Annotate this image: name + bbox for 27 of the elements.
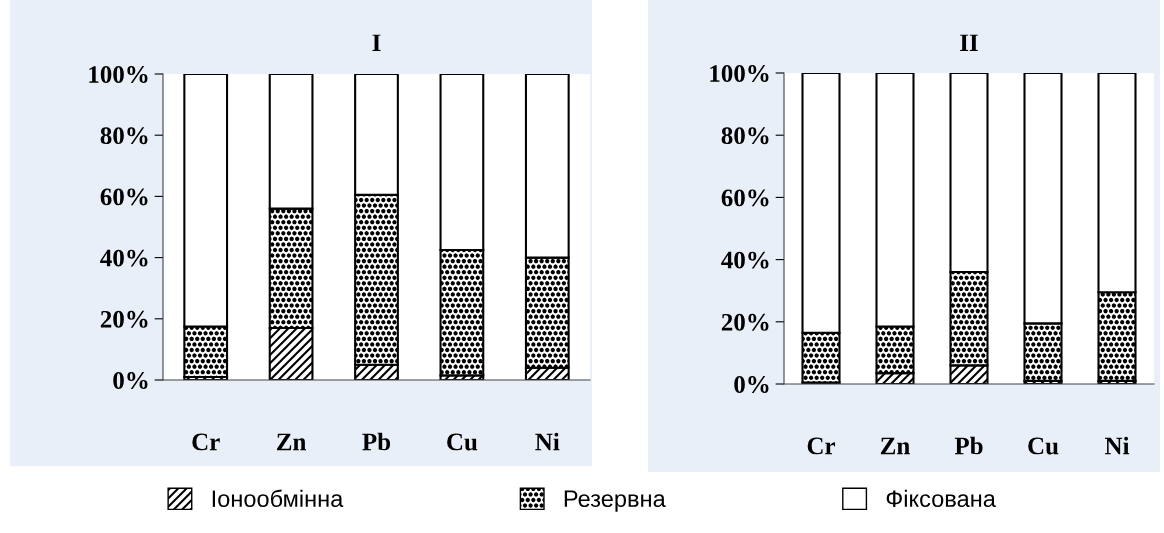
x-tick-label: Zn <box>277 433 307 451</box>
x-tick-label: Pb <box>954 436 983 455</box>
y-tick-label: 80% <box>100 127 148 145</box>
chart-title: I <box>372 34 381 52</box>
y-tick-label: 100% <box>89 66 148 83</box>
y-tick-label: 60% <box>100 188 148 206</box>
y-tick-label: 40% <box>100 249 148 267</box>
y-tick-label: 0% <box>113 372 148 389</box>
legend-label: Фіксована <box>886 489 996 508</box>
x-tick-label: Cu <box>1028 437 1059 455</box>
x-tick-label: Ni <box>1104 436 1130 455</box>
chart-title: II <box>960 34 978 52</box>
y-tick-label: 20% <box>721 313 769 331</box>
y-tick-label: 20% <box>100 310 148 328</box>
x-tick-label: Cr <box>192 433 220 451</box>
y-tick-label: 100% <box>710 65 769 82</box>
y-tick-label: 0% <box>734 376 769 393</box>
y-tick-label: 40% <box>721 251 769 269</box>
x-tick-label: Pb <box>362 432 391 451</box>
legend-label: Іонообмінна <box>212 489 344 508</box>
y-tick-label: 60% <box>721 189 769 207</box>
y-tick-label: 80% <box>721 127 769 145</box>
x-tick-label: Zn <box>880 437 910 455</box>
x-tick-label: Cr <box>807 437 836 455</box>
x-tick-label: Ni <box>535 432 560 451</box>
legend-label: Резервна <box>564 490 666 512</box>
x-tick-label: Cu <box>447 433 478 451</box>
